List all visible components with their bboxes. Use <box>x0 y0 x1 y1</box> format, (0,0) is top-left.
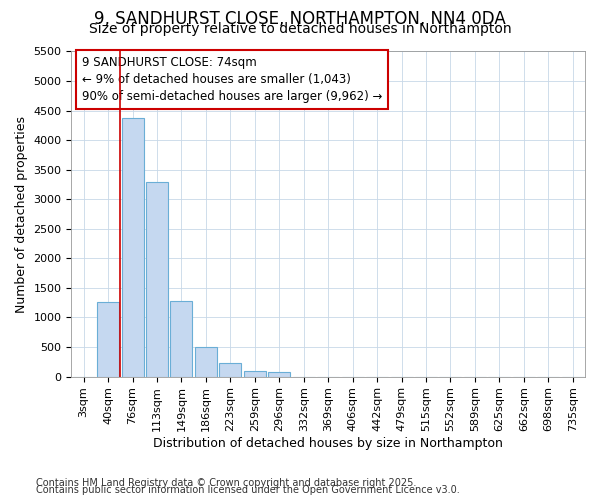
Text: Contains public sector information licensed under the Open Government Licence v3: Contains public sector information licen… <box>36 485 460 495</box>
Bar <box>244 372 266 376</box>
Bar <box>170 301 193 376</box>
Y-axis label: Number of detached properties: Number of detached properties <box>15 116 28 312</box>
Bar <box>220 363 241 376</box>
Text: Size of property relative to detached houses in Northampton: Size of property relative to detached ho… <box>89 22 511 36</box>
Text: Contains HM Land Registry data © Crown copyright and database right 2025.: Contains HM Land Registry data © Crown c… <box>36 478 416 488</box>
X-axis label: Distribution of detached houses by size in Northampton: Distribution of detached houses by size … <box>153 437 503 450</box>
Text: 9, SANDHURST CLOSE, NORTHAMPTON, NN4 0DA: 9, SANDHURST CLOSE, NORTHAMPTON, NN4 0DA <box>94 10 506 28</box>
Bar <box>195 347 217 376</box>
Bar <box>268 372 290 376</box>
Text: 9 SANDHURST CLOSE: 74sqm
← 9% of detached houses are smaller (1,043)
90% of semi: 9 SANDHURST CLOSE: 74sqm ← 9% of detache… <box>82 56 382 104</box>
Bar <box>146 182 168 376</box>
Bar <box>97 302 119 376</box>
Bar <box>122 118 143 376</box>
